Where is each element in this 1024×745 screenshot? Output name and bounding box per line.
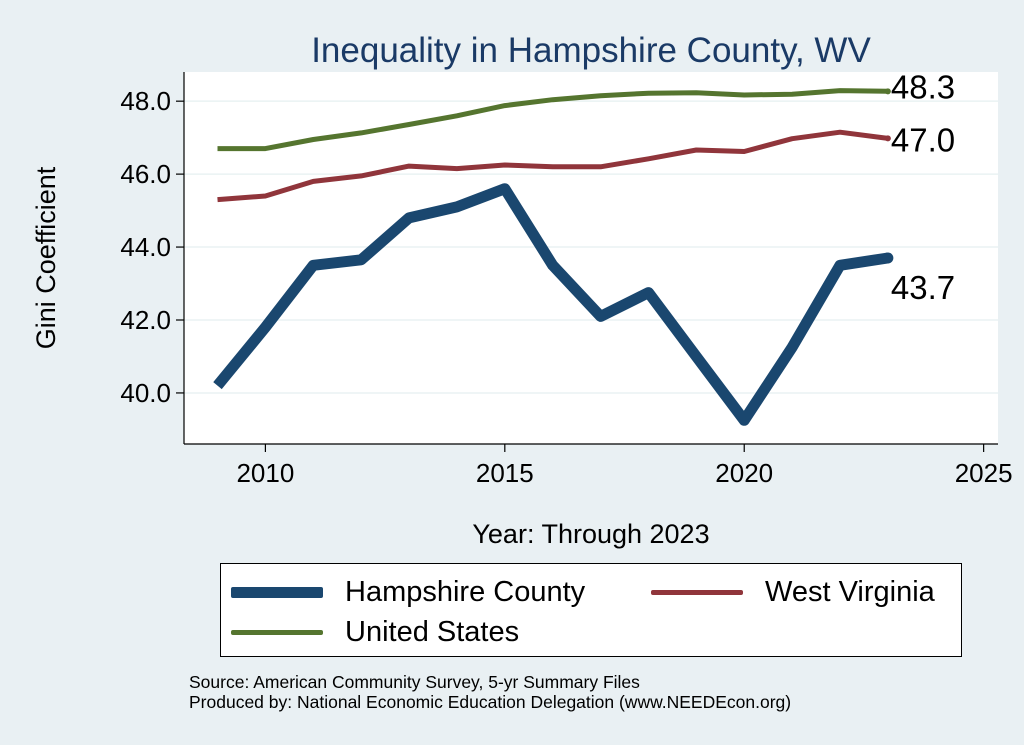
legend: Hampshire County West Virginia United St… bbox=[220, 563, 962, 657]
y-tick-label: 40.0 bbox=[120, 378, 171, 408]
series-end-marker-united-states bbox=[884, 88, 891, 95]
end-label-hampshire-county: 43.7 bbox=[891, 269, 955, 306]
end-labels: 43.7 47.0 48.3 bbox=[891, 68, 955, 306]
source-note: Source: American Community Survey, 5-yr … bbox=[189, 672, 791, 712]
x-tick-label: 2010 bbox=[236, 458, 294, 488]
end-label-west-virginia: 47.0 bbox=[891, 121, 955, 158]
legend-label-united-states: United States bbox=[345, 616, 520, 648]
series-line-hampshire-county bbox=[213, 183, 889, 426]
series-end-marker-west-virginia bbox=[884, 135, 891, 142]
x-tick-label: 2015 bbox=[476, 458, 534, 488]
series-layer bbox=[213, 88, 894, 426]
y-tick-label: 42.0 bbox=[120, 305, 171, 335]
legend-label-hampshire: Hampshire County bbox=[345, 576, 586, 608]
y-tick-label: 44.0 bbox=[120, 232, 171, 262]
legend-swatch-west-virginia bbox=[651, 590, 743, 595]
x-axis-label: Year: Through 2023 bbox=[472, 519, 709, 549]
x-tick-label: 2020 bbox=[715, 458, 773, 488]
series-line-united-states bbox=[217, 88, 888, 152]
gridlines bbox=[184, 100, 998, 394]
producer-line: Produced by: National Economic Education… bbox=[189, 692, 792, 712]
axes: 40.0 42.0 44.0 46.0 48.0 2010 2015 2020 2025 bbox=[120, 72, 1013, 488]
legend-item-hampshire: Hampshire County bbox=[231, 576, 585, 609]
y-tick-label: 48.0 bbox=[120, 86, 171, 116]
legend-item-united-states: United States bbox=[231, 616, 519, 649]
x-tick-label: 2025 bbox=[955, 458, 1013, 488]
legend-label-west-virginia: West Virginia bbox=[765, 576, 935, 608]
legend-swatch-united-states bbox=[231, 630, 323, 635]
legend-swatch-hampshire bbox=[231, 587, 323, 598]
y-axis-label: Gini Coefficient bbox=[31, 166, 61, 349]
series-end-marker-hampshire-county bbox=[882, 252, 894, 264]
source-line: Source: American Community Survey, 5-yr … bbox=[189, 672, 640, 692]
series-line-west-virginia bbox=[217, 129, 889, 203]
legend-item-west-virginia: West Virginia bbox=[651, 576, 935, 609]
chart-title: Inequality in Hampshire County, WV bbox=[311, 31, 871, 70]
end-label-united-states: 48.3 bbox=[891, 68, 955, 105]
y-tick-label: 46.0 bbox=[120, 159, 171, 189]
